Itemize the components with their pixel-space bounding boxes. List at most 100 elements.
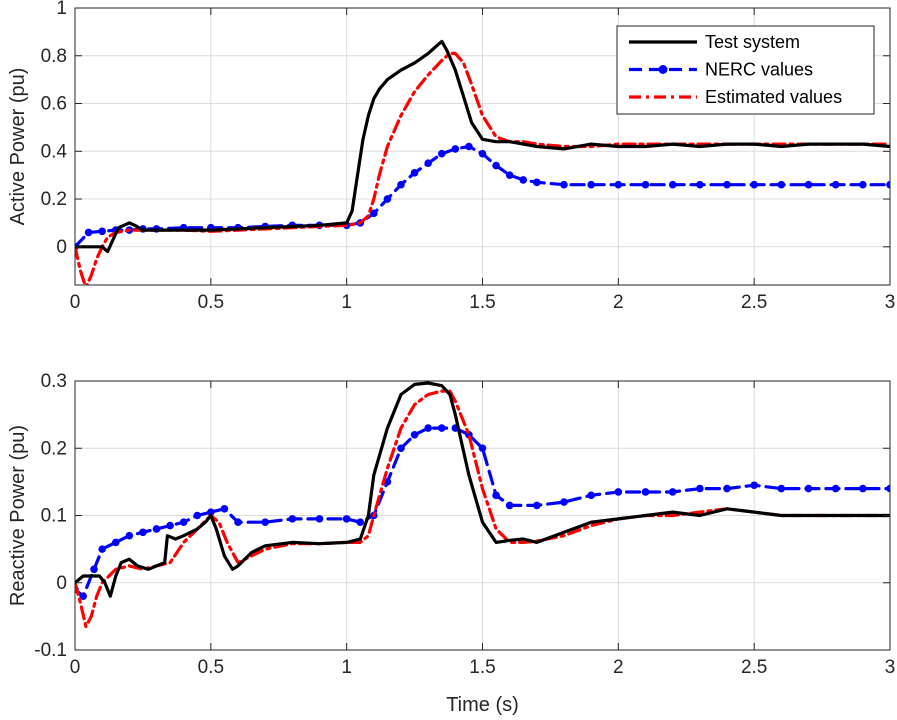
legend-marker: [658, 65, 668, 74]
x-tick-label: 3: [885, 292, 896, 313]
series-point-nerc-values: [614, 180, 623, 189]
y-tick-label: 0.6: [41, 94, 67, 115]
legend: Test system NERC values Estimated values: [616, 25, 875, 115]
x-tick-label: 2.5: [741, 292, 767, 313]
series-point-nerc-values: [750, 481, 758, 490]
x-tick-label: 0: [70, 657, 81, 678]
series-point-nerc-values: [125, 531, 134, 540]
series-point-nerc-values: [315, 515, 324, 523]
series-point-nerc-values: [397, 444, 405, 453]
series-point-nerc-values: [234, 518, 242, 527]
series-line-test-system: [75, 381, 890, 598]
series-point-nerc-values: [193, 511, 202, 520]
series-point-nerc-values: [723, 180, 731, 189]
series-group: [75, 39, 890, 285]
series-point-nerc-values: [886, 180, 890, 189]
series-point-nerc-values: [505, 171, 514, 179]
series-point-nerc-values: [696, 180, 704, 189]
x-tick-label: 1: [341, 657, 352, 678]
series-point-nerc-values: [152, 525, 161, 533]
series-point-nerc-values: [804, 180, 813, 189]
x-tick-label: 3: [885, 657, 896, 678]
series-point-nerc-values: [79, 592, 87, 600]
series-point-nerc-values: [437, 149, 446, 158]
legend-label: NERC values: [705, 60, 813, 80]
y-tick-label: 0.2: [41, 189, 67, 210]
series-point-nerc-values: [207, 508, 215, 516]
series-point-nerc-values: [342, 515, 351, 523]
series-point-nerc-values: [641, 488, 650, 496]
series-point-nerc-values: [859, 180, 867, 189]
series-point-nerc-values: [383, 195, 392, 203]
series-point-nerc-values: [220, 504, 229, 513]
series-point-nerc-values: [179, 518, 188, 527]
series-point-nerc-values: [804, 484, 813, 493]
series-point-nerc-values: [166, 521, 174, 530]
series-point-nerc-values: [98, 545, 106, 553]
x-tick-label: 2: [613, 657, 624, 678]
x-tick-label: 1.5: [469, 292, 495, 313]
series-point-nerc-values: [451, 145, 460, 153]
y-axis-label: Reactive Power (pu): [7, 425, 29, 606]
legend-label: Estimated values: [705, 87, 842, 107]
y-tick-label: 0: [56, 573, 67, 594]
series-point-nerc-values: [533, 501, 541, 510]
series-point-nerc-values: [505, 501, 514, 510]
series-point-nerc-values: [90, 565, 98, 574]
series-point-nerc-values: [831, 180, 840, 189]
series-point-nerc-values: [519, 176, 528, 184]
series-point-nerc-values: [492, 161, 500, 170]
series-point-nerc-values: [831, 484, 840, 493]
series-point-nerc-values: [111, 538, 120, 547]
y-tick-label: 0: [56, 237, 67, 258]
y-tick-label: 1: [56, 0, 67, 19]
series-point-nerc-values: [641, 180, 650, 189]
series-point-nerc-values: [533, 178, 541, 187]
series-point-nerc-values: [98, 227, 106, 236]
x-tick-label: 1.5: [469, 657, 495, 678]
series-point-nerc-values: [370, 209, 378, 218]
series-point-nerc-values: [614, 488, 623, 496]
series-point-nerc-values: [859, 484, 867, 493]
x-axis-label: Time (s): [446, 694, 519, 716]
series-point-nerc-values: [261, 518, 269, 527]
series-point-nerc-values: [437, 424, 446, 432]
x-tick-label: 0: [70, 292, 81, 313]
x-tick-label: 1: [341, 292, 352, 313]
legend-label: Test system: [705, 32, 800, 52]
series-point-nerc-values: [139, 528, 147, 537]
series-point-nerc-values: [424, 424, 432, 432]
panel-1: 0 0.5 1 1.5 2 2.5 3 0 0.2 0.4 0.6 0.8 1 Active Power …: [7, 0, 895, 313]
series-point-nerc-values: [560, 498, 568, 506]
series-point-nerc-values: [668, 180, 677, 189]
x-tick-label: 2.5: [741, 657, 767, 678]
series-point-nerc-values: [723, 484, 731, 493]
series-line-test-system: [75, 39, 890, 254]
y-tick-label: 0.2: [41, 438, 67, 459]
series-point-nerc-values: [424, 159, 432, 168]
series-point-nerc-values: [288, 515, 297, 523]
series-point-nerc-values: [696, 484, 704, 493]
series-point-nerc-values: [356, 518, 365, 527]
y-axis-label: Active Power (pu): [7, 68, 29, 226]
y-tick-label: 0.8: [41, 46, 67, 67]
x-tick-label: 2: [613, 292, 624, 313]
series-point-nerc-values: [560, 180, 568, 189]
series-point-nerc-values: [84, 228, 93, 237]
y-tick-label: 0.4: [41, 141, 68, 162]
series-point-nerc-values: [478, 444, 487, 453]
series-point-nerc-values: [750, 180, 758, 189]
series-point-nerc-values: [465, 142, 473, 151]
x-tick-label: 0.5: [198, 657, 224, 678]
series-point-nerc-values: [478, 149, 487, 158]
series-point-nerc-values: [587, 491, 595, 500]
y-tick-label: 0.3: [41, 371, 67, 392]
series-point-nerc-values: [668, 488, 677, 496]
y-tick-label: 0.1: [41, 506, 67, 527]
series-point-nerc-values: [410, 168, 419, 177]
x-tick-label: 0.5: [198, 292, 224, 313]
y-tick-label: -0.1: [34, 640, 67, 661]
series-point-nerc-values: [886, 484, 890, 493]
